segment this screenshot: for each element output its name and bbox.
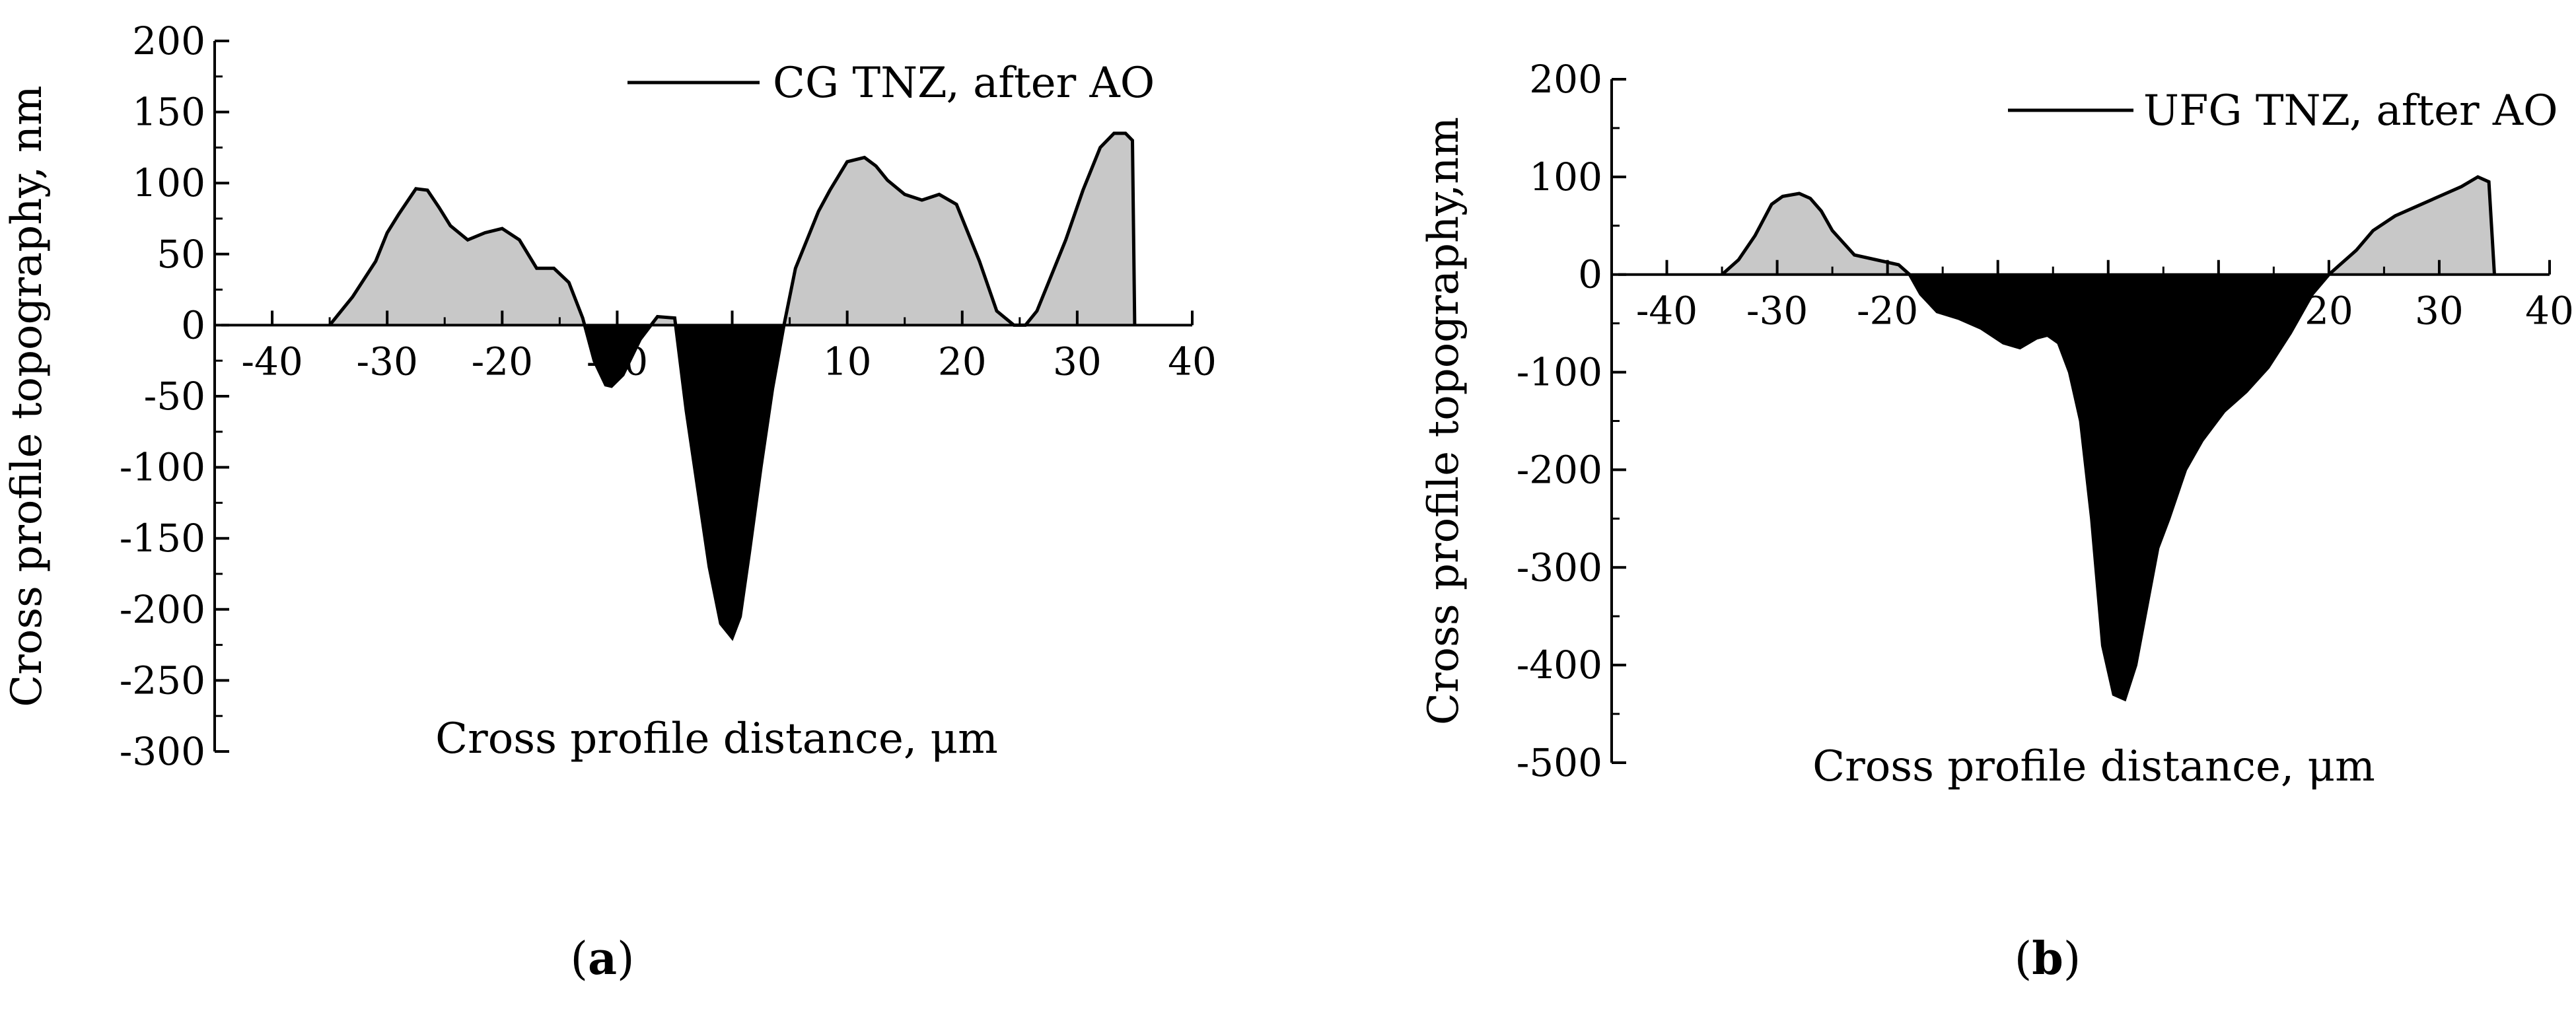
y-tick-label: -200 bbox=[1517, 447, 1602, 492]
y-tick-label: -300 bbox=[120, 729, 205, 774]
positive-area-0 bbox=[1722, 193, 1910, 275]
x-tick-label: 40 bbox=[1168, 339, 1217, 384]
y-tick-label: -200 bbox=[120, 587, 205, 632]
y-tick-label: -100 bbox=[1517, 350, 1602, 395]
positive-area-2 bbox=[2328, 176, 2495, 275]
positive-area-0 bbox=[330, 188, 585, 326]
y-tick-label: -100 bbox=[120, 445, 205, 490]
x-axis-title: Cross profile distance, μm bbox=[1812, 742, 2375, 791]
x-tick-label: -40 bbox=[241, 339, 303, 384]
panel-label-a: (a) bbox=[570, 932, 634, 985]
y-tick-label: 0 bbox=[1578, 252, 1602, 297]
y-axis-title: Cross profile topography, nm bbox=[3, 85, 52, 707]
x-tick-label: -20 bbox=[1857, 289, 1918, 333]
y-tick-label: 200 bbox=[132, 18, 205, 63]
y-tick-label: 100 bbox=[1529, 155, 1602, 199]
x-tick-label: 0 bbox=[2096, 289, 2120, 333]
panel-label-b: (b) bbox=[2015, 932, 2081, 985]
x-tick-label: -20 bbox=[472, 339, 533, 384]
legend-label-cg-tnz: CG TNZ, after AO bbox=[773, 59, 1155, 108]
y-tick-label: -50 bbox=[144, 374, 205, 419]
y-tick-label: 50 bbox=[157, 232, 205, 277]
y-tick-label: -300 bbox=[1517, 545, 1602, 590]
x-tick-label: 10 bbox=[823, 339, 872, 384]
x-tick-label: -10 bbox=[587, 339, 648, 384]
negative-area-1 bbox=[1910, 274, 2329, 699]
x-tick-label: -30 bbox=[356, 339, 417, 384]
x-tick-label: 20 bbox=[2305, 289, 2353, 333]
y-tick-label: -250 bbox=[120, 658, 205, 703]
y-tick-label: -150 bbox=[120, 516, 205, 561]
x-tick-label: 30 bbox=[2415, 289, 2464, 333]
x-axis-title: Cross profile distance, μm bbox=[435, 715, 998, 763]
x-tick-label: -10 bbox=[1967, 289, 2028, 333]
y-tick-label: 0 bbox=[181, 302, 205, 347]
legend-label-ufg-tnz: UFG TNZ, after AO bbox=[2143, 87, 2558, 135]
negative-area-3 bbox=[675, 325, 784, 638]
x-tick-label: 30 bbox=[1053, 339, 1102, 384]
x-tick-label: -30 bbox=[1746, 289, 1808, 333]
y-tick-label: 150 bbox=[132, 90, 205, 135]
positive-area-4 bbox=[783, 133, 1135, 326]
x-tick-label: 0 bbox=[720, 339, 744, 384]
x-tick-label: 20 bbox=[938, 339, 987, 384]
y-tick-label: -500 bbox=[1517, 740, 1602, 785]
negative-area-1 bbox=[585, 325, 651, 386]
series-line-ufg-tnz bbox=[1721, 175, 2496, 702]
y-tick-label: 200 bbox=[1529, 57, 1602, 102]
x-tick-label: 40 bbox=[2525, 289, 2574, 333]
x-tick-label: 10 bbox=[2194, 289, 2243, 333]
y-tick-label: 100 bbox=[132, 160, 205, 205]
y-axis-title: Cross profile topography,nm bbox=[1419, 117, 1468, 725]
y-tick-label: -400 bbox=[1517, 643, 1602, 687]
x-tick-label: -40 bbox=[1636, 289, 1698, 333]
